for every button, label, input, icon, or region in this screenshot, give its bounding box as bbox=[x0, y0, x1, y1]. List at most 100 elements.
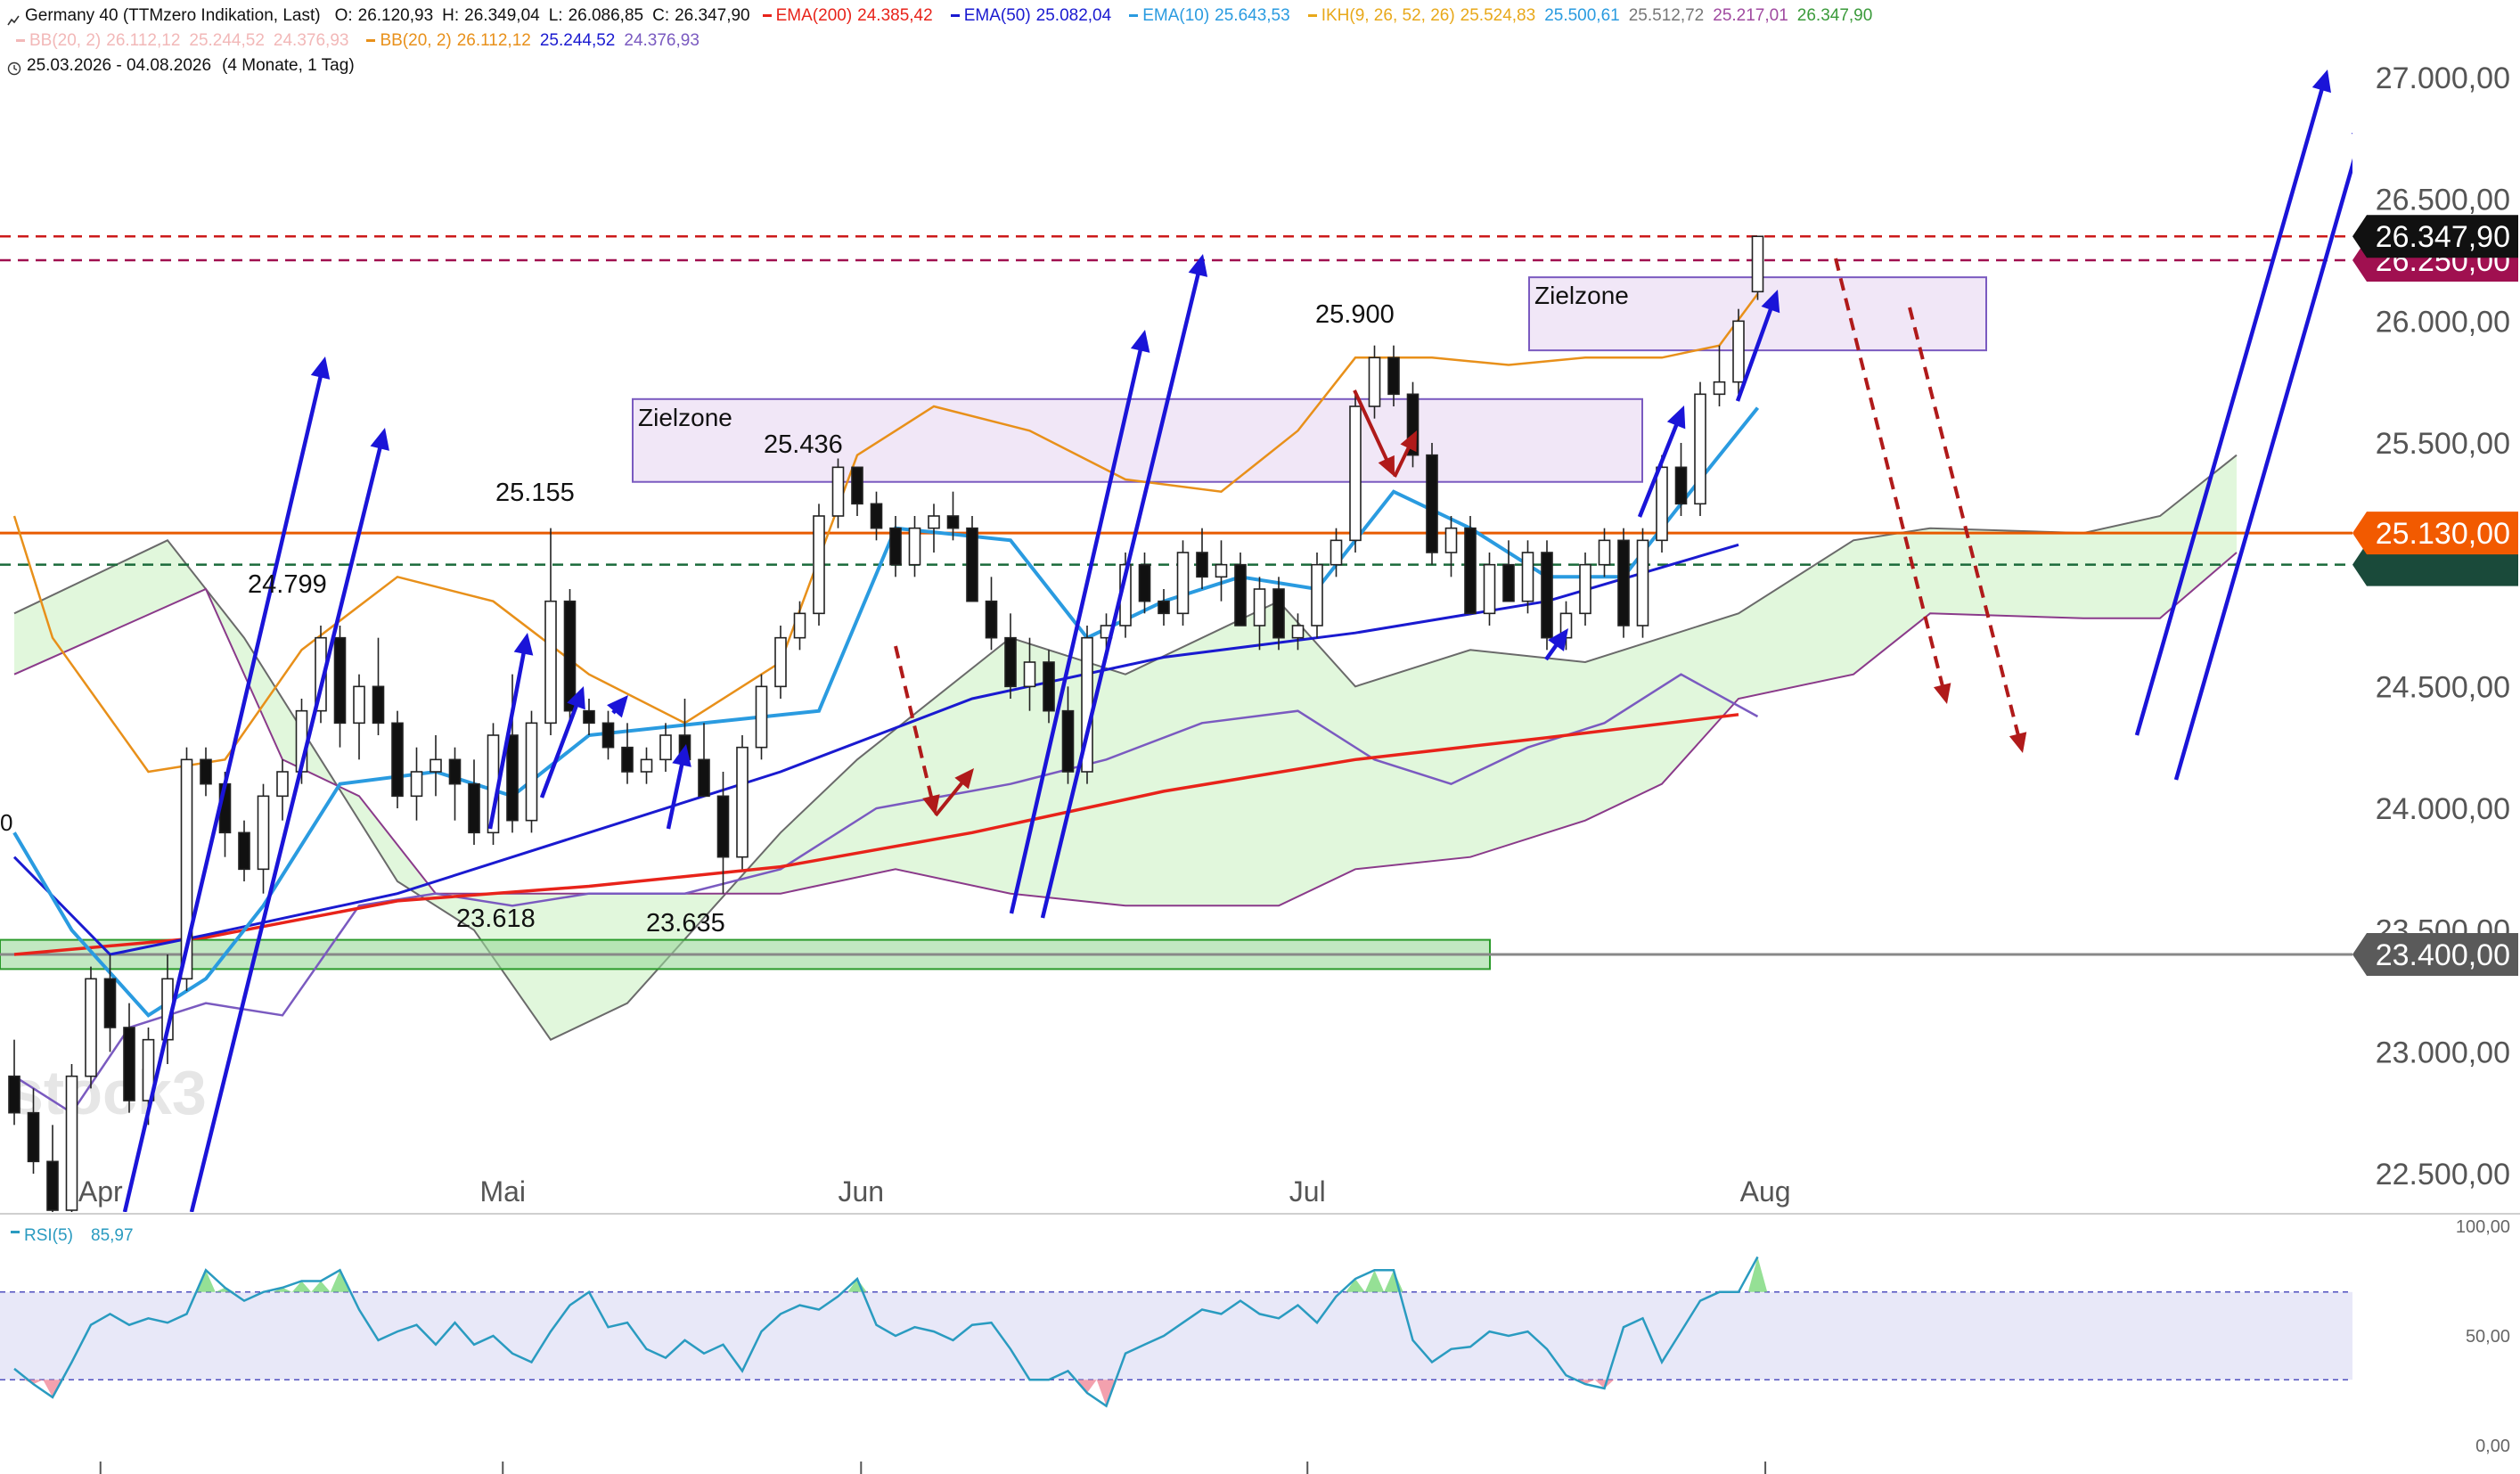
x-tick-label: Jul bbox=[1289, 1175, 1326, 1208]
candle-body bbox=[46, 1160, 59, 1211]
legend-indicator-value: 25.244,52 bbox=[189, 31, 265, 50]
chart-legend: Germany 40 (TTMzero Indikation, Last) O:… bbox=[7, 4, 2324, 78]
price-annotation: 24.799 bbox=[248, 570, 327, 599]
legend-indicator-label: BB(20, 2) bbox=[380, 31, 452, 50]
candle bbox=[1464, 516, 1477, 615]
candle bbox=[889, 516, 902, 577]
candle-body bbox=[1291, 625, 1305, 639]
candle-body bbox=[1215, 563, 1228, 578]
candle-body bbox=[1713, 381, 1726, 396]
candle bbox=[430, 735, 442, 797]
candle bbox=[1368, 345, 1381, 419]
candle-body bbox=[238, 831, 250, 871]
ichimoku-span-b bbox=[13, 552, 2238, 907]
candle-body bbox=[640, 758, 653, 773]
candle bbox=[468, 759, 480, 845]
candle-body bbox=[27, 1111, 40, 1163]
trend-arrow bbox=[2134, 80, 2327, 736]
candle bbox=[372, 637, 385, 735]
candle bbox=[1598, 528, 1611, 577]
legend-indicator-value: 25.643,53 bbox=[1215, 6, 1290, 25]
clock-icon bbox=[7, 59, 21, 76]
legend-swatch bbox=[366, 39, 376, 43]
trend-arrow-head bbox=[607, 695, 628, 718]
trend-arrow bbox=[189, 439, 384, 1212]
level-badge-23400: 23.400,00 bbox=[2352, 933, 2518, 976]
candle bbox=[698, 723, 710, 798]
trend-arrow-head bbox=[2311, 70, 2331, 94]
candle-body bbox=[525, 722, 538, 822]
candle-body bbox=[142, 1038, 155, 1101]
candle-body bbox=[698, 758, 710, 798]
candle bbox=[1196, 528, 1208, 589]
rsi-tick-label: 50,00 bbox=[2466, 1327, 2510, 1347]
candle bbox=[103, 954, 117, 1052]
price-annotation-partial: 0 bbox=[0, 809, 12, 836]
target-zone-label: Zielzone bbox=[1534, 282, 1629, 309]
candle bbox=[1330, 528, 1343, 577]
trend-arrow-head bbox=[1188, 254, 1208, 277]
legend-indicator-label: BB(20, 2) bbox=[29, 31, 102, 50]
candle-body bbox=[1311, 563, 1323, 626]
candle-body bbox=[946, 515, 960, 529]
trend-arrow-head bbox=[567, 686, 585, 710]
candle bbox=[1713, 345, 1726, 406]
legend-indicator-value: 25.512,72 bbox=[1628, 6, 1705, 25]
price-axis: 27.000,0026.500,0026.000,0025.500,0025.0… bbox=[2352, 61, 2518, 1191]
bollinger-upper-line bbox=[12, 292, 1759, 774]
price-plot-area[interactable]: stock3ZielzoneZielzone25.15524.79925.436… bbox=[0, 70, 2370, 1223]
candle bbox=[831, 458, 845, 528]
ohlc-label: C: bbox=[652, 6, 670, 25]
projection-arrow-head bbox=[1933, 683, 1951, 704]
candle bbox=[1349, 394, 1362, 553]
candle bbox=[1751, 235, 1764, 300]
candle-body bbox=[1234, 563, 1247, 626]
y-tick-label: 26.500,00 bbox=[2376, 184, 2510, 217]
candle bbox=[391, 710, 404, 808]
candle bbox=[1311, 553, 1323, 638]
current-price-badge: 26.347,90 bbox=[2352, 215, 2518, 258]
legend-indicator-value: 26.347,90 bbox=[1796, 6, 1873, 25]
candle-body bbox=[563, 600, 577, 712]
candle-body bbox=[1330, 539, 1343, 566]
candle bbox=[180, 747, 193, 991]
legend-row-2: BB(20, 2) 26.112,12 25.244,52 24.376,93 BB(2… bbox=[7, 29, 2324, 53]
legend-indicator-value: 24.376,93 bbox=[273, 31, 349, 50]
bollinger-lower-line bbox=[13, 673, 1759, 1115]
trend-arrow-head bbox=[1130, 330, 1150, 353]
candle bbox=[1043, 650, 1055, 724]
candle-body bbox=[1158, 600, 1170, 615]
candle bbox=[46, 1125, 59, 1212]
candle-body bbox=[1656, 466, 1668, 542]
legend-swatch bbox=[762, 14, 772, 18]
candle-body bbox=[1272, 588, 1285, 639]
candle-body bbox=[391, 722, 404, 798]
level-badge-25130-text: 25.130,00 bbox=[2376, 517, 2510, 551]
candle-body bbox=[1674, 466, 1688, 505]
time-axis: Apr Mai Jun Jul Aug bbox=[78, 1175, 1791, 1474]
trend-arrow-head bbox=[1548, 628, 1568, 651]
candle-body bbox=[831, 466, 845, 517]
candle bbox=[659, 723, 672, 772]
candle-body bbox=[621, 746, 634, 773]
candle bbox=[583, 699, 595, 735]
candle-body bbox=[985, 600, 998, 639]
legend-indicator-value: 25.082,04 bbox=[1035, 6, 1112, 25]
candle bbox=[755, 674, 768, 760]
trend-arrow bbox=[2173, 158, 2352, 781]
candle-body bbox=[1426, 454, 1438, 553]
candle-body bbox=[793, 612, 806, 639]
candle bbox=[276, 759, 289, 821]
candle bbox=[774, 626, 787, 699]
rsi-legend-value: 85,97 bbox=[91, 1226, 134, 1245]
trend-arrow-head bbox=[672, 744, 691, 767]
level-badge-23400-text: 23.400,00 bbox=[2376, 938, 2510, 972]
candle-body bbox=[85, 978, 97, 1077]
trend-arrow bbox=[1735, 300, 1776, 402]
candle bbox=[333, 626, 347, 748]
projection-arrow bbox=[1908, 307, 2022, 743]
trend-arrow-head bbox=[1666, 405, 1686, 430]
level-badge-23400-bg bbox=[2352, 933, 2518, 976]
ohlc-label: L: bbox=[548, 6, 563, 25]
